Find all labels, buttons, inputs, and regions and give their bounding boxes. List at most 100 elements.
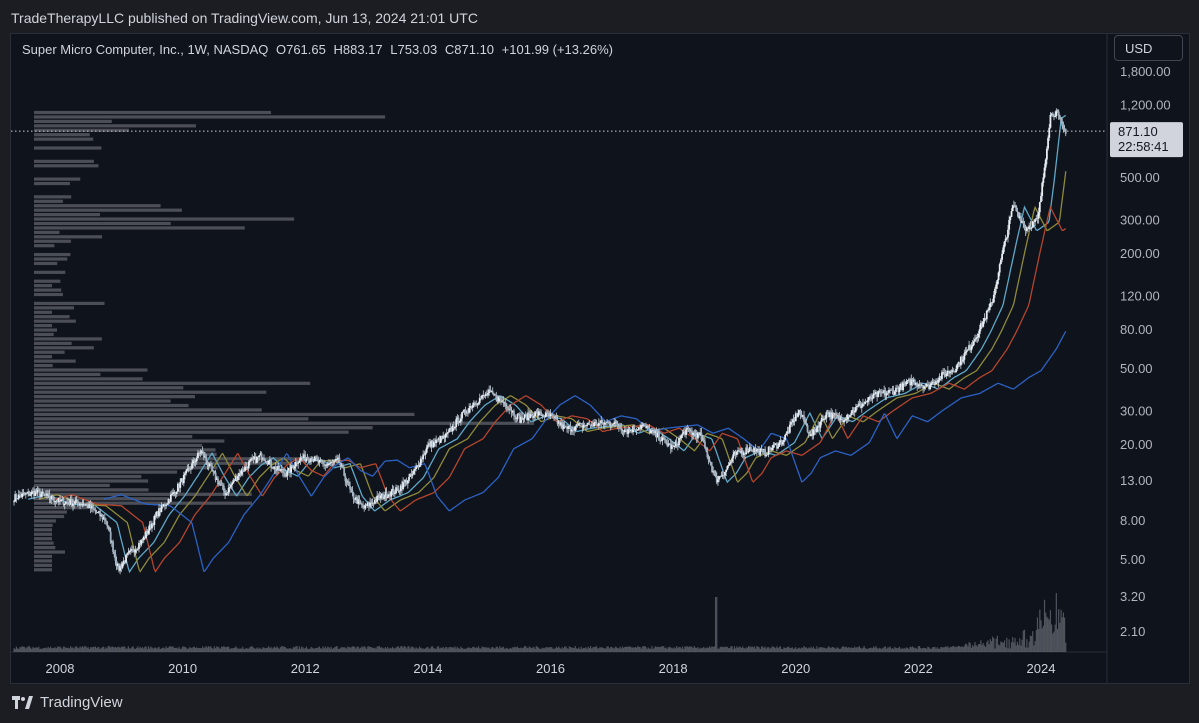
volume-bar (612, 647, 614, 652)
candle-body (942, 372, 945, 373)
volume-bar (848, 647, 850, 652)
candle-body (693, 432, 696, 434)
volume-bar (650, 648, 652, 652)
volume-bar (396, 646, 398, 652)
volume-bar (885, 648, 888, 652)
candle-body (477, 402, 480, 404)
volume-bar (621, 646, 624, 652)
volume-bar (265, 648, 267, 652)
volume-bar (31, 648, 33, 652)
volume-bar (1063, 617, 1066, 652)
volume-bar (881, 648, 883, 652)
volume-bar (139, 646, 141, 652)
volume-bar (147, 646, 150, 652)
volume-bar (735, 648, 737, 652)
candle-body (500, 398, 502, 401)
volume-bar (579, 648, 581, 652)
volume-bar (685, 646, 687, 652)
volume-bar (764, 646, 766, 652)
volume-bar (643, 646, 645, 652)
candle-body (81, 504, 84, 505)
volume-bar (716, 597, 718, 652)
candle-body (457, 417, 460, 423)
volume-bar (441, 648, 443, 652)
candle-body (247, 462, 250, 469)
candle-body (987, 310, 989, 311)
candle-body (245, 466, 248, 468)
volume-bar (460, 646, 462, 652)
volume-bar (509, 647, 512, 652)
candle-body (948, 370, 950, 374)
candle-body (965, 350, 968, 353)
volume-profile-bar (34, 434, 193, 439)
volume-bar (554, 648, 556, 652)
candle-body (994, 288, 996, 295)
candle-body (268, 459, 271, 462)
candle-body (890, 389, 893, 391)
volume-bar (29, 647, 32, 652)
volume-profile-bar (34, 403, 189, 408)
volume-bar (88, 648, 91, 652)
volume-bar (548, 647, 550, 652)
candle-body (178, 483, 180, 488)
volume-bar (286, 648, 289, 652)
volume-bar (337, 648, 339, 652)
candle-body (70, 499, 73, 506)
volume-bar (855, 647, 857, 652)
volume-bar (712, 646, 714, 652)
candle-body (847, 414, 850, 417)
candle-body (713, 471, 716, 474)
volume-bar (213, 646, 216, 652)
candle-body (880, 392, 883, 394)
volume-bar (744, 648, 746, 652)
volume-bar (285, 648, 287, 652)
candle-body (1060, 119, 1062, 122)
volume-bar (519, 648, 521, 652)
volume-bar (951, 646, 954, 652)
volume-profile-bar (34, 563, 52, 567)
candle-body (238, 473, 241, 477)
candle-body (219, 483, 222, 485)
volume-bar (678, 646, 680, 652)
candle-body (344, 475, 347, 482)
candle-body (508, 408, 511, 410)
candle-body (579, 423, 581, 424)
candle-body (1033, 221, 1035, 223)
volume-bar (999, 645, 1001, 652)
volume-profile-bar (34, 408, 262, 412)
candle-body (763, 449, 765, 451)
candle-body (337, 457, 340, 460)
volume-bar (470, 648, 473, 652)
volume-bar (407, 646, 409, 652)
volume-bar (789, 648, 791, 652)
volume-bar (222, 647, 224, 652)
volume-bar (558, 646, 560, 652)
candle-body (265, 461, 268, 463)
candle-body (141, 539, 144, 541)
candle-body (379, 495, 382, 499)
candle-body (380, 493, 383, 496)
volume-bar (1055, 592, 1057, 652)
candle-body (860, 406, 863, 408)
y-tick-label: 2.10 (1120, 624, 1145, 639)
volume-bar (449, 646, 451, 652)
tradingview-footer[interactable]: TradingView (12, 694, 123, 711)
candle-body (476, 403, 479, 405)
currency-button[interactable]: USD (1114, 35, 1183, 61)
x-tick-label: 2014 (413, 661, 442, 676)
volume-bar (926, 648, 928, 652)
candle-body (983, 318, 986, 322)
volume-bar (279, 647, 282, 652)
volume-bar (302, 647, 304, 652)
candle-body (41, 491, 44, 495)
volume-bar (936, 647, 938, 652)
candle-body (202, 451, 205, 458)
candle-body (863, 403, 866, 405)
candle-body (103, 517, 106, 521)
y-tick-label: 3.20 (1120, 589, 1145, 604)
volume-bar (495, 646, 497, 652)
candle-body (505, 406, 508, 409)
candle-body (399, 485, 402, 491)
volume-bar (361, 646, 363, 652)
